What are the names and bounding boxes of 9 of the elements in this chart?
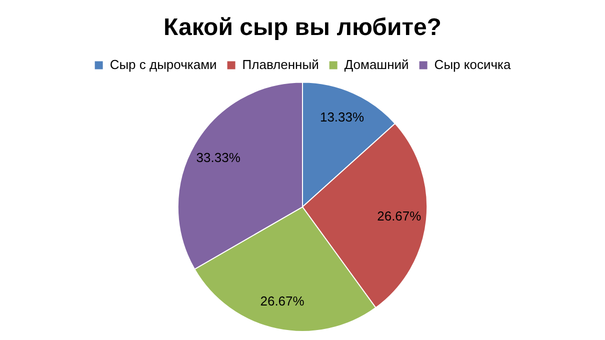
data-label: 26.67% — [260, 294, 305, 309]
legend-label: Плавленный — [242, 56, 319, 72]
data-label: 33.33% — [196, 150, 241, 165]
data-label: 13.33% — [320, 110, 365, 125]
legend-label: Домашний — [344, 56, 409, 72]
legend-label: Сыр косичка — [434, 56, 512, 72]
legend-label: Сыр с дырочками — [110, 56, 217, 72]
data-label: 26.67% — [377, 208, 422, 224]
chart-title: Какой сыр вы любите? — [164, 14, 442, 42]
